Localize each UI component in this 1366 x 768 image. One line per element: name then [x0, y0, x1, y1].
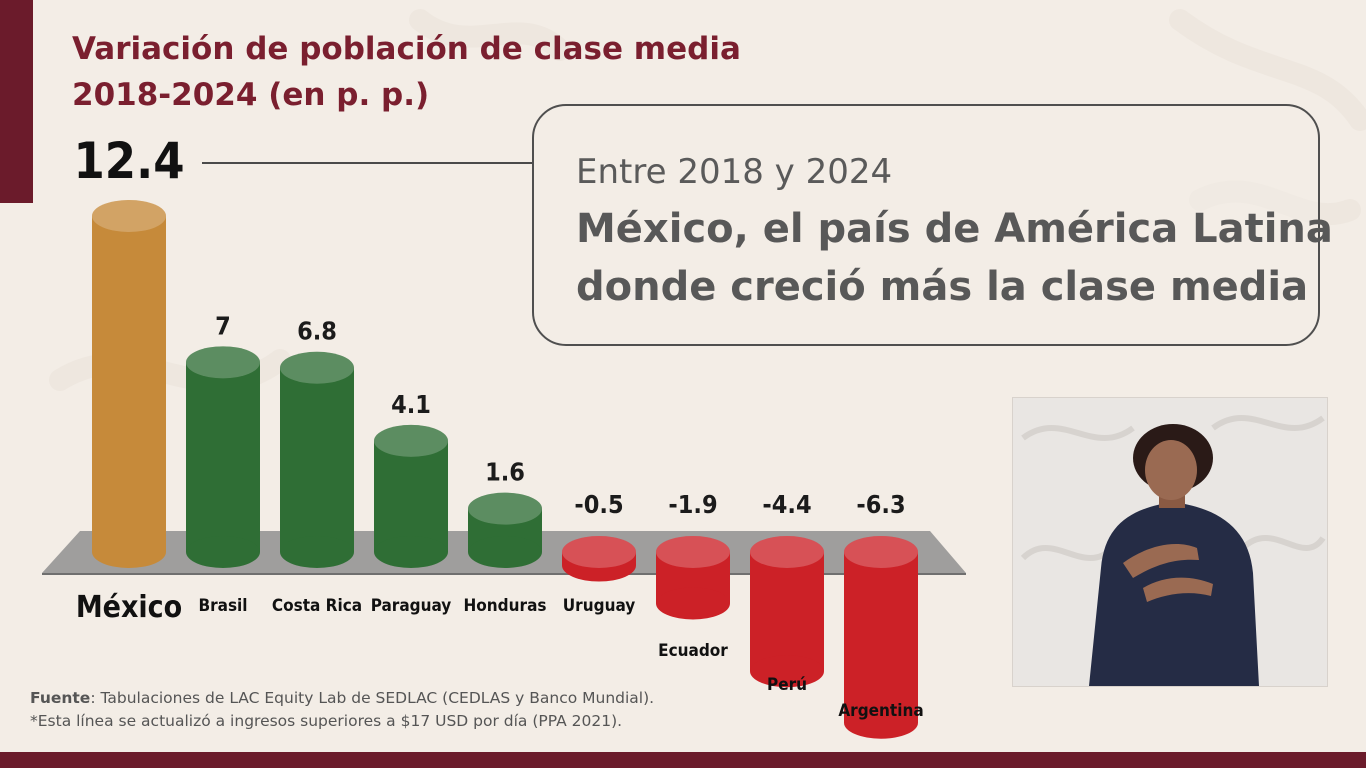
bar-mexico-cap — [92, 200, 166, 232]
category-label-mexico: México — [76, 590, 182, 625]
bar-mexico-base — [92, 536, 166, 568]
bar-ecuador-cap — [656, 536, 730, 568]
value-label-honduras: 1.6 — [485, 458, 525, 487]
bar-brasil-cap — [186, 346, 260, 379]
category-label-argentina: Argentina — [838, 701, 923, 721]
category-label-uruguay: Uruguay — [563, 596, 635, 616]
bar-ecuador-cap-shine — [656, 536, 730, 568]
value-label-argentina: -6.3 — [856, 490, 905, 519]
interpreter-illustration — [1020, 415, 1326, 686]
bar-peru — [750, 552, 824, 672]
bar-argentina-cap — [844, 536, 918, 568]
bar-peru-base — [750, 655, 824, 688]
category-label-costa-rica: Costa Rica — [272, 596, 362, 616]
footnote-source-label: Fuente — [30, 689, 91, 707]
bar-mexico-cap-shine — [92, 200, 166, 232]
footnote-source-text: : Tabulaciones de LAC Equity Lab de SEDL… — [90, 689, 655, 707]
bar-costa-rica-base — [280, 536, 354, 568]
bar-uruguay-cap-shine — [562, 536, 636, 568]
sign-language-interpreter-video — [1012, 397, 1328, 687]
category-label-paraguay: Paraguay — [371, 596, 452, 616]
value-label-mexico: 12.4 — [74, 132, 185, 190]
category-label-honduras: Honduras — [463, 596, 546, 616]
bar-peru-cap — [750, 536, 824, 568]
bar-honduras-cap-shine — [468, 492, 542, 525]
callout-subtitle: Entre 2018 y 2024 — [576, 152, 893, 192]
brand-stripe-left — [0, 0, 33, 203]
title-line-2: 2018-2024 (en p. p.) — [72, 77, 430, 113]
callout-headline-line-2: donde creció más la clase media — [576, 264, 1309, 310]
bar-paraguay-cap — [374, 424, 448, 457]
callout-headline-line-1: México, el país de América Latina — [576, 206, 1333, 252]
bar-costa-rica-cap-shine — [280, 351, 354, 384]
value-label-costa-rica: 6.8 — [297, 317, 337, 346]
bar-argentina — [844, 552, 918, 723]
bar-paraguay-cap-shine — [374, 424, 448, 457]
bar-brasil-cap-shine — [186, 346, 260, 379]
bar-brasil-base — [186, 536, 260, 568]
value-label-paraguay: 4.1 — [391, 390, 431, 419]
bar-paraguay-base — [374, 536, 448, 568]
bar-brasil — [186, 362, 260, 552]
category-label-brasil: Brasil — [198, 596, 247, 616]
bar-costa-rica — [280, 367, 354, 552]
category-label-ecuador: Ecuador — [658, 641, 728, 661]
value-label-ecuador: -1.9 — [668, 490, 717, 519]
brand-stripe-bottom — [0, 752, 1366, 768]
footnote-note: *Esta línea se actualizó a ingresos supe… — [30, 712, 623, 730]
value-label-peru: -4.4 — [762, 490, 811, 519]
bar-mexico — [92, 216, 166, 552]
chart-floor-edge — [42, 573, 966, 575]
bar-paraguay — [374, 440, 448, 552]
bar-costa-rica-cap — [280, 351, 354, 384]
bar-honduras-cap — [468, 492, 542, 525]
bar-peru-cap-shine — [750, 536, 824, 568]
bar-uruguay-cap — [562, 536, 636, 568]
bar-argentina-cap-shine — [844, 536, 918, 568]
value-label-uruguay: -0.5 — [574, 490, 623, 519]
footnote: Fuente: Tabulaciones de LAC Equity Lab d… — [30, 687, 654, 733]
callout-box: Entre 2018 y 2024 México, el país de Amé… — [532, 104, 1333, 346]
callout-headline: México, el país de América Latina donde … — [576, 200, 1333, 316]
title-line-1: Variación de población de clase media — [72, 31, 741, 67]
category-label-peru: Perú — [767, 675, 807, 695]
callout-connector-line — [202, 162, 532, 164]
bar-argentina-base — [844, 706, 918, 739]
value-label-brasil: 7 — [215, 311, 231, 340]
footnote-source: Fuente: Tabulaciones de LAC Equity Lab d… — [30, 687, 654, 710]
bar-honduras-base — [468, 536, 542, 568]
bar-ecuador-base — [656, 587, 730, 620]
chart-title: Variación de población de clase media 20… — [72, 26, 741, 118]
